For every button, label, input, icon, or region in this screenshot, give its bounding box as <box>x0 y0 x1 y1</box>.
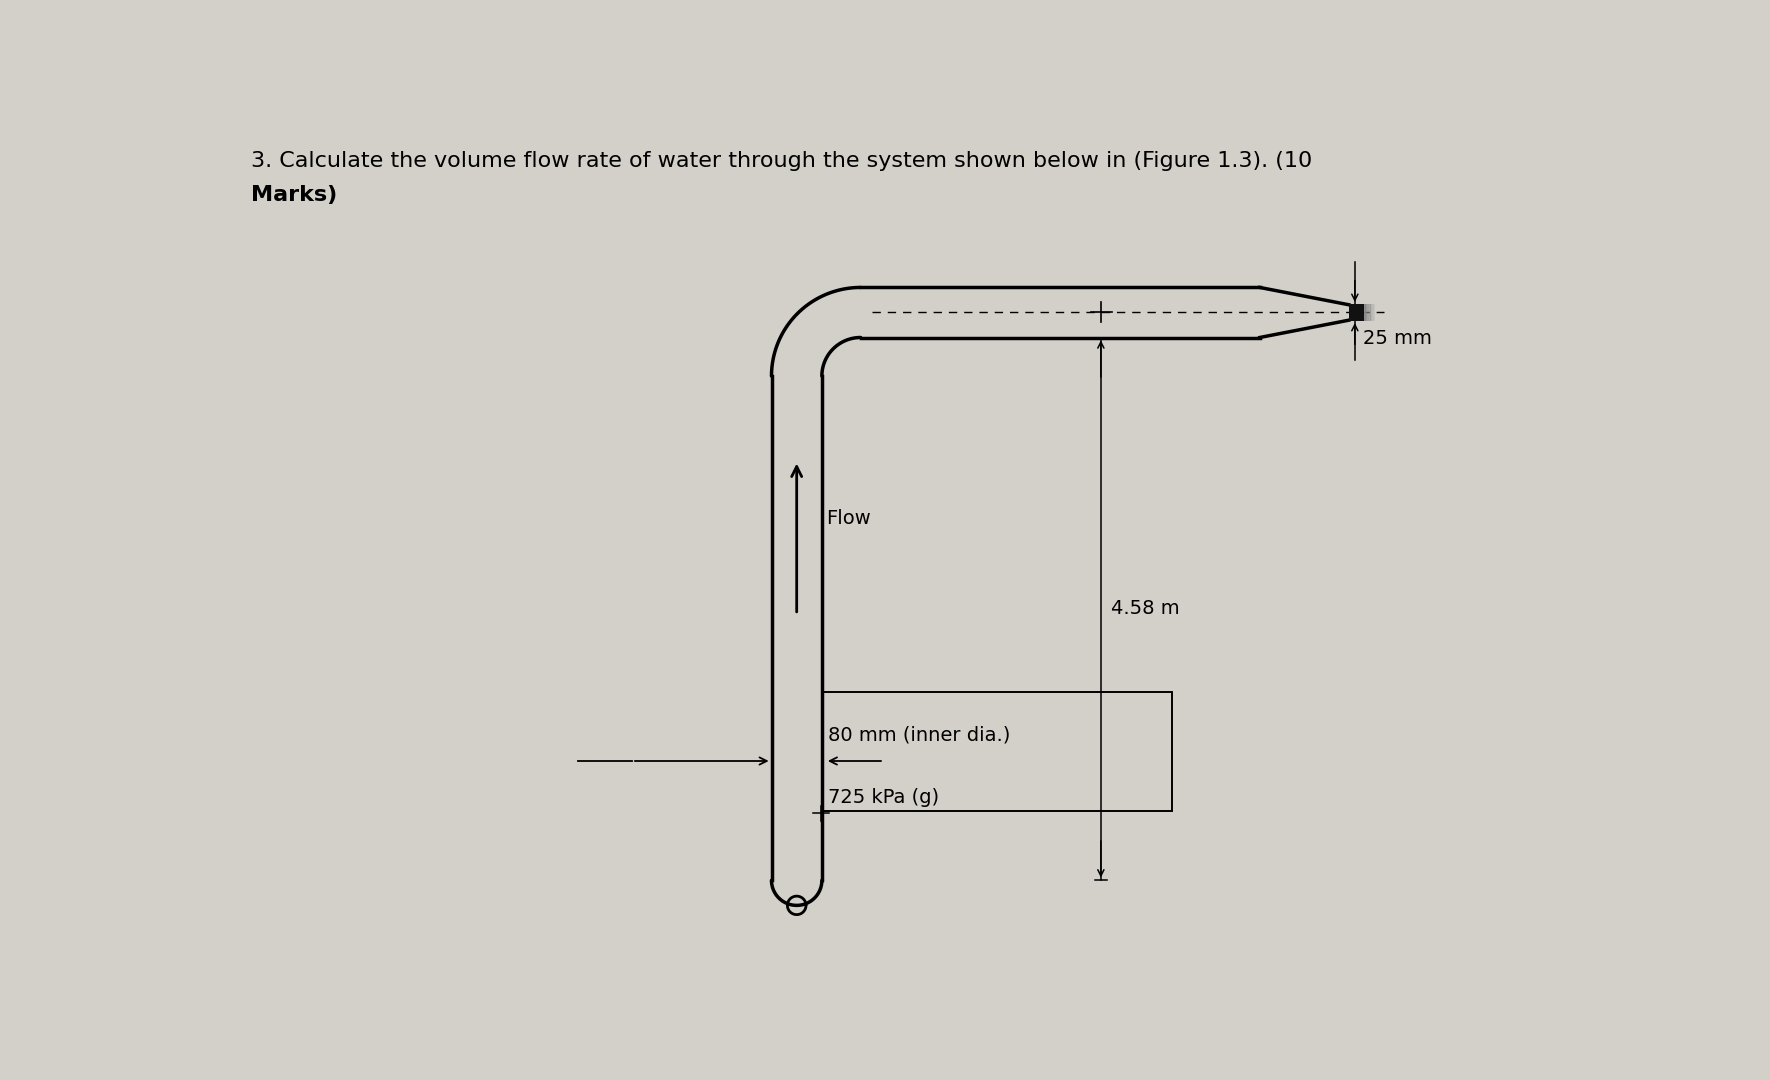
Bar <box>1368 303 1370 322</box>
Text: Flow: Flow <box>827 509 871 528</box>
Bar <box>1365 303 1366 322</box>
Text: 80 mm (inner dia.): 80 mm (inner dia.) <box>828 725 1011 744</box>
Bar <box>1374 303 1375 322</box>
Text: 4.58 m: 4.58 m <box>1112 599 1179 619</box>
Text: 725 kPa (g): 725 kPa (g) <box>828 788 940 807</box>
Bar <box>1375 303 1377 322</box>
Text: 3. Calculate the volume flow rate of water through the system shown below in (Fi: 3. Calculate the volume flow rate of wat… <box>251 151 1312 171</box>
Bar <box>1349 303 1365 322</box>
Bar <box>1372 303 1374 322</box>
Bar <box>1365 303 1366 322</box>
Bar <box>1366 303 1368 322</box>
Text: Marks): Marks) <box>251 185 336 205</box>
Text: 25 mm: 25 mm <box>1363 329 1432 349</box>
Bar <box>823 691 1172 811</box>
Bar <box>1370 303 1372 322</box>
